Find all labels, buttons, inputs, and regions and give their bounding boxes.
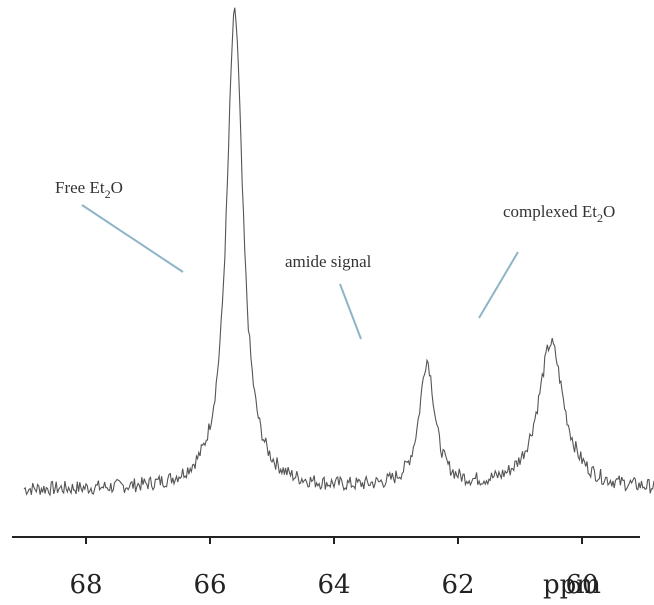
annotation-amide: amide signal [285,252,372,340]
pointer-line-complexed [478,251,519,319]
pointer-line-free [81,204,184,273]
x-tick-label: 62 [441,570,474,600]
annotation-free-label: Free Et2O [55,178,123,201]
x-tick-label: 64 [317,570,350,600]
x-axis-ticks: 68 66 64 62 60 [69,537,599,600]
x-tick-label: 60 [565,570,598,600]
x-axis-unit-label: ppm [543,570,601,600]
x-axis: 68 66 64 62 60 ppm [12,536,640,600]
x-tick-label: 66 [193,570,226,600]
x-tick-label: 68 [69,570,102,600]
annotation-complexed: complexed Et2O [478,202,615,319]
annotation-free: Free Et2O [55,178,184,273]
pointer-line-amide [339,283,362,340]
annotation-complexed-label: complexed Et2O [503,202,615,225]
annotation-amide-label: amide signal [285,252,372,271]
spectrum-trace [23,7,654,497]
spectrum-trace-group [23,7,654,497]
